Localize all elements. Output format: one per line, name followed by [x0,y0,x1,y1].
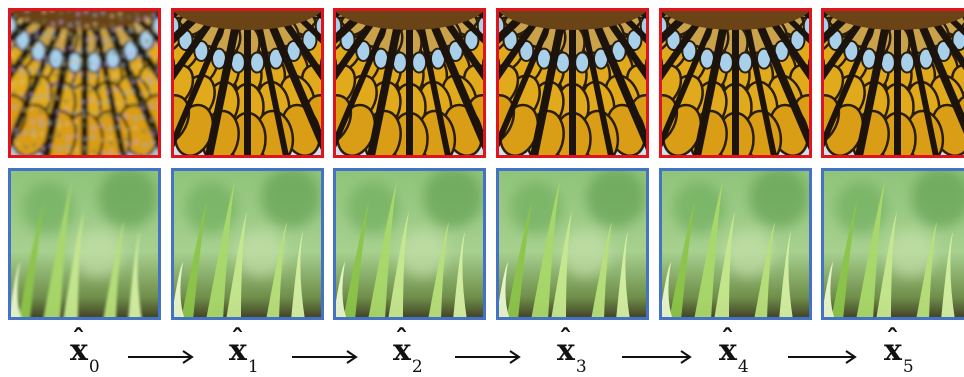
step-subscript: 2 [412,357,423,377]
step-subscript: 5 [903,357,914,377]
grass-tile-1 [171,168,324,320]
step-subscript: 1 [248,357,259,377]
circumflex-icon: ˆ [886,327,899,353]
grass-tile-5 [821,168,964,320]
right-arrow-icon [292,351,356,363]
right-arrow-icon [128,351,192,363]
right-arrow-icon [622,351,690,363]
circumflex-icon: ˆ [231,327,244,353]
step-subscript: 0 [89,357,100,377]
circumflex-icon: ˆ [559,327,572,353]
grass-tile-3 [496,168,649,320]
circumflex-icon: ˆ [721,327,734,353]
grass-tile-4 [659,168,812,320]
circumflex-icon: ˆ [72,327,85,353]
step-subscript: 4 [738,357,749,377]
grass-tile-2 [333,168,486,320]
circumflex-icon: ˆ [395,327,408,353]
right-arrow-icon [788,351,855,363]
grass-tile-0 [8,168,161,320]
step-subscript: 3 [576,357,587,377]
right-arrow-icon [455,351,519,363]
